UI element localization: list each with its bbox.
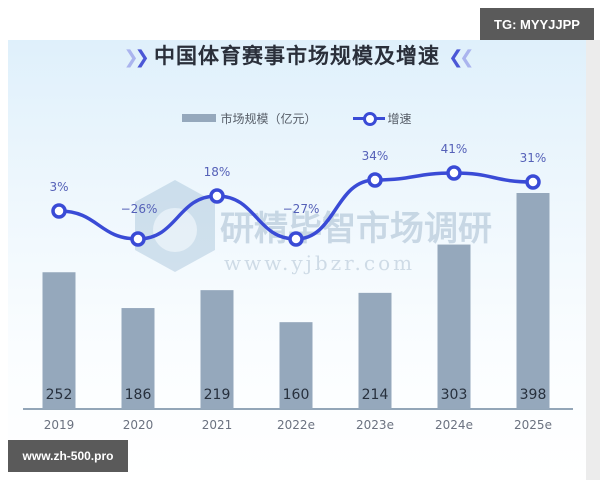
legend-item-market-size: 市场规模（亿元） bbox=[182, 110, 317, 127]
bar-value-label: 219 bbox=[204, 387, 231, 403]
growth-point-marker bbox=[209, 188, 225, 204]
legend-line-marker-icon bbox=[352, 112, 385, 126]
growth-rate-label: −27% bbox=[283, 202, 320, 216]
x-tick-label: 2024e bbox=[435, 418, 473, 432]
chart-title: ❯❯ 中国体育赛事市场规模及增速 ❮❮ bbox=[8, 42, 586, 70]
chart-title-text: 中国体育赛事市场规模及增速 bbox=[154, 44, 440, 68]
bar-2024e bbox=[437, 244, 471, 409]
x-tick-label: 2019 bbox=[44, 418, 75, 432]
x-tick-label: 2025e bbox=[514, 418, 552, 432]
x-tick-label: 2023e bbox=[356, 418, 394, 432]
growth-point-marker bbox=[446, 165, 462, 181]
bar-2023e bbox=[358, 292, 392, 409]
growth-point-marker bbox=[130, 231, 146, 247]
site-badge: www.zh-500.pro bbox=[8, 440, 128, 472]
bar-2020 bbox=[121, 308, 155, 409]
x-tick-label: 2022e bbox=[277, 418, 315, 432]
growth-rate-label: 3% bbox=[49, 180, 68, 194]
growth-rate-label: 41% bbox=[441, 142, 468, 156]
watermark-text: 研精毕智市场调研 bbox=[220, 209, 492, 249]
bar-2025e bbox=[516, 193, 550, 409]
bar-2022e bbox=[279, 322, 313, 409]
growth-point-marker bbox=[51, 203, 67, 219]
bar-value-label: 186 bbox=[125, 387, 152, 403]
tg-badge: TG: MYYJJPP bbox=[480, 8, 594, 40]
bar-value-label: 214 bbox=[362, 387, 389, 403]
bar-value-label: 398 bbox=[520, 387, 547, 403]
legend-bar-swatch bbox=[182, 114, 217, 122]
watermark-url: www.yjbzr.com bbox=[224, 251, 415, 275]
right-edge-strip bbox=[586, 40, 600, 480]
legend-item-growth: 增速 bbox=[352, 110, 412, 127]
growth-rate-label: 18% bbox=[204, 165, 231, 179]
bar-value-label: 160 bbox=[283, 387, 310, 403]
growth-point-marker bbox=[367, 172, 383, 188]
growth-point-marker bbox=[525, 174, 541, 190]
bar-2021 bbox=[200, 290, 234, 409]
bar-value-label: 252 bbox=[46, 387, 73, 403]
x-tick-label: 2020 bbox=[123, 418, 154, 432]
growth-rate-label: 34% bbox=[362, 149, 389, 163]
growth-rate-label: 31% bbox=[520, 151, 547, 165]
growth-rate-label: −26% bbox=[121, 202, 158, 216]
legend-bar-label: 市场规模（亿元） bbox=[220, 111, 317, 126]
bar-2019 bbox=[42, 272, 76, 409]
legend-line-label: 增速 bbox=[387, 111, 412, 126]
x-tick-label: 2021 bbox=[202, 418, 233, 432]
growth-point-marker bbox=[288, 231, 304, 247]
bar-value-label: 303 bbox=[441, 387, 468, 403]
chart-legend: 市场规模（亿元） 增速 bbox=[8, 108, 586, 128]
chart-panel: ❯❯ 中国体育赛事市场规模及增速 ❮❮ 市场规模（亿元） 增速 研精毕智市场调研… bbox=[8, 40, 586, 480]
